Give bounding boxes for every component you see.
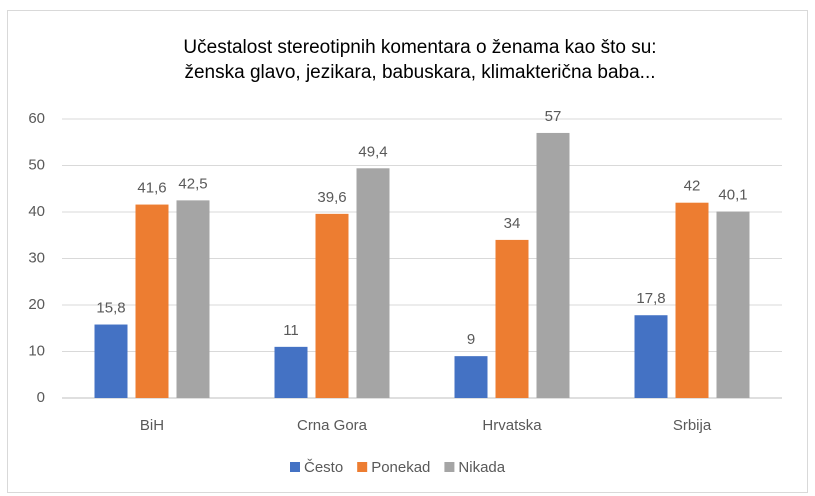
bar: [675, 202, 709, 398]
x-tick-label: BiH: [140, 417, 164, 434]
bar: [536, 132, 570, 398]
legend-label: Često: [304, 459, 343, 476]
bar: [94, 324, 128, 398]
y-tick-label: 0: [37, 389, 45, 406]
chart-title: Učestalost stereotipnih komentara o žena…: [183, 37, 656, 58]
legend-label: Ponekad: [371, 459, 430, 476]
data-label: 17,8: [636, 290, 665, 307]
bar: [495, 239, 529, 398]
bar: [454, 356, 488, 398]
chart-title: ženska glavo, jezikara, babuskara, klima…: [184, 62, 655, 83]
bar: [356, 168, 390, 398]
data-label: 15,8: [96, 299, 125, 316]
y-tick-label: 50: [28, 156, 45, 173]
bar: [315, 213, 349, 398]
data-label: 34: [504, 215, 521, 232]
data-label: 39,6: [317, 189, 346, 206]
legend-swatch: [290, 462, 300, 472]
bar: [716, 211, 750, 398]
y-tick-label: 20: [28, 296, 45, 313]
y-tick-label: 60: [28, 110, 45, 127]
data-label: 11: [283, 322, 299, 339]
bar: [135, 204, 169, 398]
y-tick-label: 30: [28, 249, 45, 266]
bar: [176, 200, 210, 398]
data-label: 42,5: [178, 175, 207, 192]
legend-swatch: [357, 462, 368, 472]
bar: [634, 315, 668, 398]
legend-swatch: [444, 462, 455, 472]
y-tick-label: 40: [28, 203, 45, 220]
data-label: 57: [545, 108, 562, 125]
data-label: 49,4: [358, 143, 387, 160]
bar: [274, 346, 308, 398]
y-tick-label: 10: [28, 342, 45, 359]
x-tick-label: Crna Gora: [297, 417, 368, 434]
x-tick-label: Hrvatska: [482, 417, 542, 434]
data-label: 40,1: [718, 187, 747, 204]
x-tick-label: Srbija: [673, 417, 712, 434]
legend-label: Nikada: [458, 459, 505, 476]
data-label: 42: [684, 178, 701, 195]
data-label: 9: [467, 331, 475, 348]
data-label: 41,6: [137, 180, 166, 197]
